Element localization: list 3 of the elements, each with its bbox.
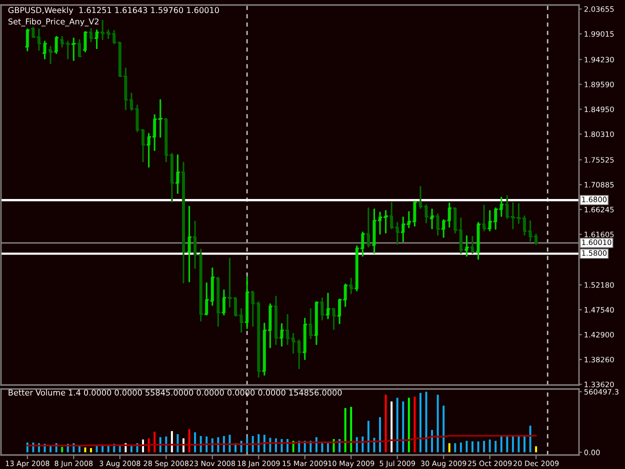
- text: Set_Fibo_Price_Any_V2: [8, 18, 98, 26]
- chart-title: GBPUSD,Weekly 1.61251 1.61643 1.59760 1.60010: [8, 6, 219, 15]
- chart-title: Better Volume 1.4 0.0000 0.0000 55845.0000 0.0000 0.0000 0.0000 154856.0000: [8, 389, 342, 396]
